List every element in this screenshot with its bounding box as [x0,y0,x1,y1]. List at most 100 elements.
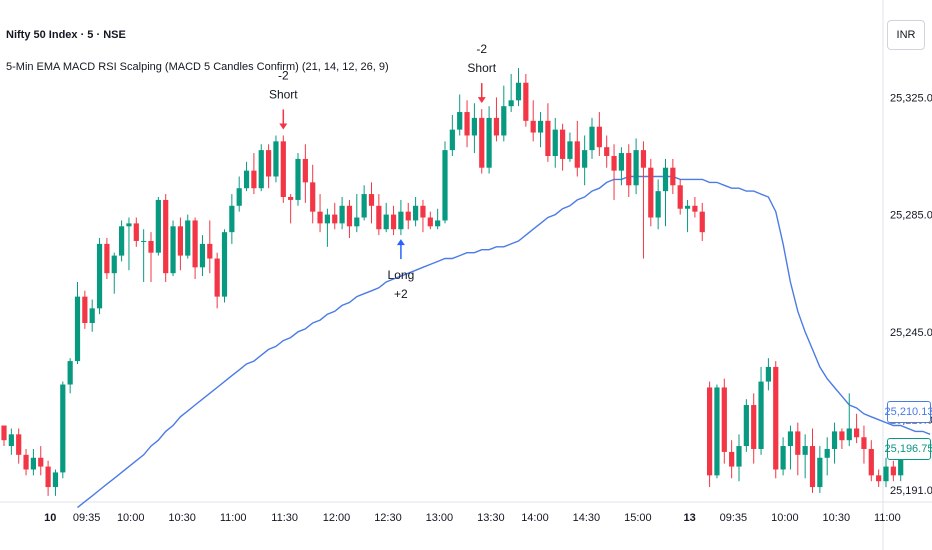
candle-body [163,199,169,274]
long-arrow-head [396,239,405,246]
candle-body [824,448,830,458]
candle [199,235,206,277]
candle [699,202,705,241]
candle [758,366,764,455]
candle-body [523,82,529,121]
indicator-legend[interactable]: 5-Min EMA MACD RSI Scalping (MACD 5 Cand… [6,61,389,73]
candle [773,361,779,479]
currency-button[interactable]: INR [887,20,925,50]
time-tick-label: 14:30 [573,512,601,524]
candle [684,199,691,233]
candle-body [809,446,816,488]
time-tick-label: 10:30 [168,512,196,524]
ema-line-layer [77,175,931,509]
candle-body [332,214,338,224]
candle [30,448,36,476]
time-tick-label: 13 [684,512,696,524]
candle-body [787,431,794,447]
candle-body [185,220,191,256]
candle-body [861,437,867,449]
time-axis[interactable]: 10 09:35 10:00 10:30 11:00 11:30 12:00 12:30 13:… [44,512,901,524]
candle [390,205,397,236]
candle-body [898,454,904,476]
signal-type-label: Long [388,268,415,282]
candle [236,176,242,212]
candle-body [30,457,36,470]
candle [324,208,330,247]
candle [368,182,375,224]
candle [611,144,617,200]
candle-body [846,428,852,441]
candle [52,469,59,496]
candle-body [368,194,375,206]
candle [861,425,867,464]
candle-body [802,446,808,455]
candle [38,446,44,476]
candle [530,100,536,142]
time-tick-label: 13:00 [426,512,454,524]
candle-body [486,117,492,168]
candle [148,232,154,282]
candle [82,290,88,329]
candle [501,85,507,142]
candle-body [854,428,860,438]
candle-body [611,155,617,171]
candle [23,448,29,476]
candle-body [45,466,51,488]
candle-body [729,451,735,467]
candle-body [236,188,242,206]
candle [824,437,830,476]
candle-body [96,243,103,309]
price-tick-label: 25,285.00 [890,210,932,222]
signal-type-label: Short [269,87,298,101]
candle [508,73,514,113]
candle [662,158,669,227]
candle-body [736,446,742,467]
candle-body [273,141,279,177]
candle [721,378,727,464]
candle [266,144,272,189]
candle-body [214,258,220,297]
candle-body [398,211,404,230]
price-tick-label: 25,245.00 [890,327,932,339]
short-arrow-head [279,123,288,130]
candle-body [111,255,117,274]
candle-body [464,112,470,136]
candle-body [89,308,95,323]
candle [626,144,632,198]
time-tick-label: 12:00 [323,512,351,524]
candle [133,217,139,247]
candle [332,202,338,230]
candle-body [692,205,698,212]
candle [45,460,51,496]
candle [192,217,198,280]
candle-body [16,434,22,455]
ema-series-line [77,175,931,509]
candle [677,179,683,215]
candle [346,199,353,239]
candle-body [743,405,749,447]
candle-body [582,150,588,168]
candle-body [670,167,676,186]
candle-body [765,366,771,382]
candle [890,460,896,482]
signal-short: -2 Short [269,68,298,130]
candle [302,144,308,203]
candle [707,381,713,488]
candle-body [876,475,882,482]
candle-body [655,191,661,218]
candle [427,211,433,230]
candle [604,135,610,168]
candle-body [346,205,353,227]
time-tick-label: 15:00 [624,512,652,524]
candle [655,179,661,230]
price-tick-label: 25,191.00 [890,485,932,497]
candle-body [626,153,632,186]
time-tick-label: 11:30 [271,512,298,524]
candle [89,299,95,332]
symbol-title[interactable]: Nifty 50 Index · 5 · NSE [6,29,126,41]
candle [831,422,838,464]
price-axis[interactable]: 25,325.0025,285.0025,245.0025,215.0025,1… [890,92,932,497]
candle-body [684,205,691,209]
